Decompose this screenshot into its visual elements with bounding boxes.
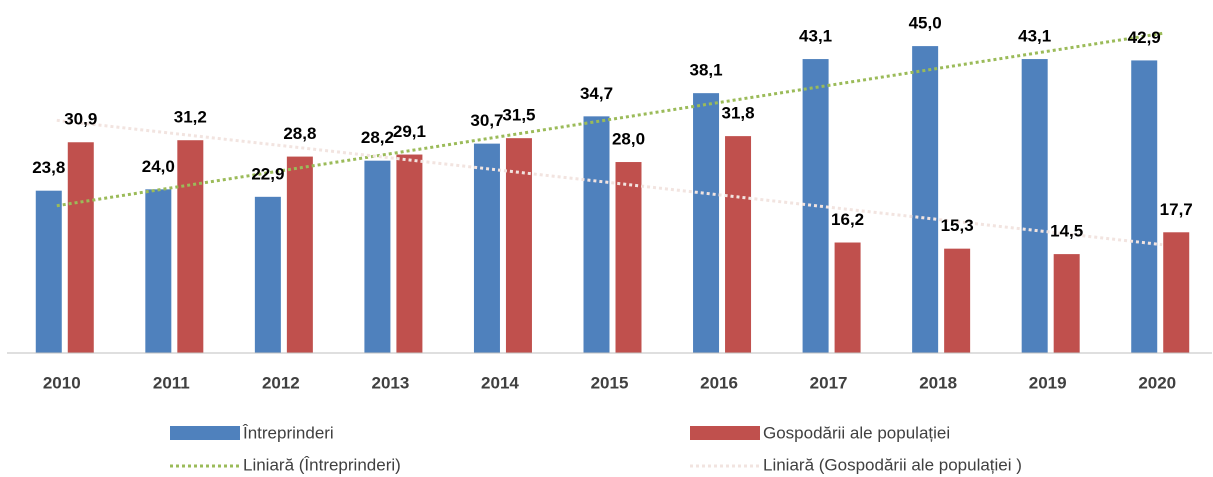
x-tick-label: 2013	[371, 373, 409, 392]
x-tick-label: 2015	[591, 373, 629, 392]
value-label: 22,9	[251, 164, 284, 183]
legend-label: Liniară (Gospodării ale populației )	[763, 455, 1022, 474]
legend-label: Gospodării ale populației	[763, 423, 950, 442]
bar	[583, 116, 610, 353]
value-label: 45,0	[909, 14, 942, 33]
x-tick-label: 2014	[481, 373, 519, 392]
x-tick-label: 2017	[810, 373, 848, 392]
x-tick-label: 2016	[700, 373, 738, 392]
value-label: 31,2	[174, 108, 207, 127]
legend-label: Liniară (Întreprinderi)	[243, 455, 401, 474]
bar	[725, 136, 752, 353]
bar	[286, 156, 313, 353]
value-label: 30,7	[470, 111, 503, 130]
bar	[505, 138, 532, 353]
x-tick-label: 2011	[153, 373, 190, 392]
value-label: 31,8	[721, 104, 754, 123]
bar	[177, 140, 204, 353]
bar	[834, 242, 861, 353]
bars	[35, 46, 1190, 354]
x-tick-label: 2010	[43, 373, 81, 392]
value-label: 16,2	[831, 210, 864, 229]
value-label: 28,0	[612, 130, 645, 149]
value-label: 38,1	[689, 61, 722, 80]
bar	[254, 196, 281, 353]
value-label: 34,7	[580, 84, 613, 103]
value-label: 23,8	[32, 158, 65, 177]
bar	[912, 46, 939, 353]
bar	[1163, 232, 1190, 353]
bar	[1021, 59, 1048, 354]
bar	[1131, 60, 1158, 354]
bar	[364, 160, 391, 353]
x-tick-label: 2019	[1029, 373, 1067, 392]
value-label: 43,1	[1018, 27, 1051, 46]
x-tick-label: 2020	[1138, 373, 1176, 392]
value-label: 24,0	[142, 157, 175, 176]
x-tick-label: 2012	[262, 373, 300, 392]
bar	[396, 154, 423, 353]
bar	[35, 190, 62, 353]
value-label: 31,5	[502, 106, 535, 125]
value-label: 17,7	[1160, 200, 1193, 219]
bar	[1053, 254, 1080, 353]
value-label: 29,1	[393, 122, 426, 141]
bar	[473, 143, 500, 353]
bar	[944, 248, 971, 353]
legend-swatch	[690, 426, 760, 440]
x-tick-label: 2018	[919, 373, 957, 392]
value-label: 28,2	[361, 128, 394, 147]
legend-label: Întreprinderi	[242, 423, 334, 442]
value-label: 30,9	[64, 110, 97, 129]
value-label: 42,9	[1128, 28, 1161, 47]
bar	[145, 189, 172, 353]
trendline	[56, 31, 1163, 208]
value-label: 28,8	[283, 124, 316, 143]
value-label: 43,1	[799, 27, 832, 46]
value-label: 14,5	[1050, 222, 1083, 241]
bar	[67, 142, 94, 353]
bar	[693, 93, 720, 354]
legend-swatch	[170, 426, 240, 440]
bar	[615, 162, 642, 353]
value-label: 15,3	[941, 216, 974, 235]
